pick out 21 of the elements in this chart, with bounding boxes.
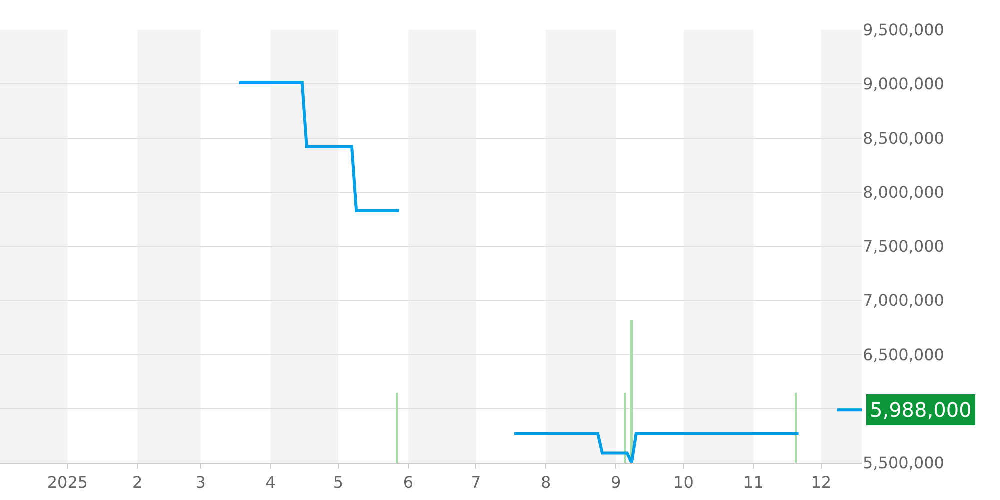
- x-tick-label: 2: [132, 473, 143, 492]
- y-tick-label: 7,000,000: [863, 291, 944, 310]
- y-tick-label: 6,500,000: [863, 345, 944, 364]
- x-tick-label: 12: [811, 473, 832, 492]
- x-tick-label: 5: [333, 473, 344, 492]
- x-tick-label: 4: [266, 473, 276, 492]
- x-tick-label: 10: [674, 473, 694, 492]
- y-tick-label: 9,000,000: [863, 74, 944, 94]
- x-tick-label: 6: [403, 473, 414, 492]
- y-tick-label: 8,000,000: [863, 182, 944, 202]
- annotation: 5,988,000: [870, 398, 972, 422]
- x-tick-label: 11: [744, 473, 764, 492]
- y-tick-label: 7,500,000: [863, 237, 944, 256]
- x-tick-label: 8: [540, 473, 552, 492]
- y-tick-label: 9,500,000: [863, 20, 944, 40]
- x-tick-label: 9: [610, 473, 622, 492]
- x-tick-label: 3: [196, 473, 206, 492]
- y-tick-label: 8,500,000: [863, 128, 944, 148]
- y-tick-label: 5,500,000: [863, 454, 944, 473]
- x-tick-label: 7: [471, 473, 482, 492]
- x-tick-label: 2025: [47, 473, 88, 492]
